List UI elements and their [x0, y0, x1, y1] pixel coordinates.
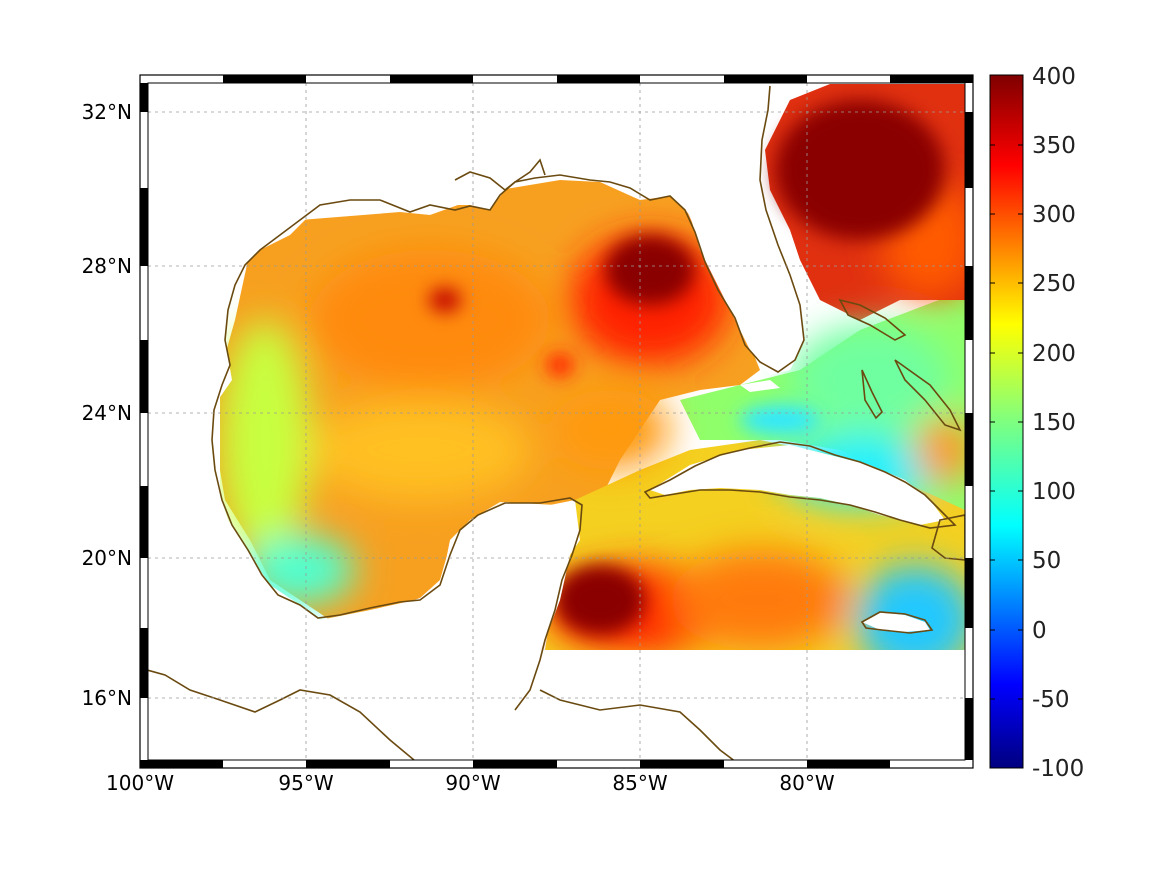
lat-tick-label: 24°N	[82, 401, 132, 425]
colorbar-tick-label: 0	[1032, 618, 1047, 644]
map-frame	[139, 74, 974, 769]
jamaica-coastline	[860, 611, 934, 634]
lon-tick-label: 90°W	[445, 771, 500, 795]
bahamas-green-blob	[790, 325, 950, 435]
central-america-coastline	[148, 669, 416, 760]
colorbar-tick-label: 50	[1032, 548, 1061, 574]
colorbar-tick-label: 350	[1032, 133, 1076, 159]
lon-tick-label: 100°W	[106, 771, 174, 795]
us-gulf-coastline	[211, 85, 805, 711]
lon-tick-label: 80°W	[779, 771, 834, 795]
colorbar-tick-label: 250	[1032, 271, 1076, 297]
gulf-eddy-small-2	[546, 353, 574, 377]
gulf-eddy-small	[429, 288, 461, 312]
coastlines	[148, 85, 965, 760]
windward-orange-blob	[915, 415, 965, 485]
colorbar-ticks	[990, 144, 1023, 700]
lon-tick-labels: 100°W 95°W 90°W 85°W 80°W	[106, 771, 835, 795]
lat-tick-label: 16°N	[82, 686, 132, 710]
colorbar-tick-labels: 400 350 300 250 200 150 100 50 0 -50 -10…	[1032, 64, 1084, 782]
straits-cyan	[740, 405, 820, 435]
lat-tick-label: 28°N	[82, 254, 132, 278]
colorbar-tick-label: -50	[1032, 687, 1070, 713]
honduras-coastline	[539, 689, 735, 760]
heatmap-field	[148, 83, 965, 760]
colorbar-tick-label: 200	[1032, 341, 1076, 367]
lat-tick-label: 20°N	[82, 546, 132, 570]
lat-tick-label: 32°N	[82, 100, 132, 124]
yucatan-channel-blob	[550, 390, 670, 470]
cayman-blob	[670, 550, 850, 650]
colorbar-tick-label: -100	[1032, 756, 1084, 782]
mississippi-delta	[454, 158, 546, 192]
land-mask	[148, 83, 965, 760]
colorbar-tick-label: 150	[1032, 410, 1076, 436]
lon-tick-label: 95°W	[278, 771, 333, 795]
colorbar-tick-label: 300	[1032, 202, 1076, 228]
hispaniola-coastline	[931, 514, 965, 561]
loop-eddy-core	[605, 235, 695, 305]
central-gulf-blob	[310, 250, 550, 390]
lat-tick-labels: 32°N 28°N 24°N 20°N 16°N	[82, 100, 132, 710]
gulfstream-core	[775, 100, 945, 240]
western-shelf-blob	[220, 320, 310, 560]
mid-gulf-yellow-blob	[310, 400, 530, 500]
colorbar-tick-label: 100	[1032, 479, 1076, 505]
lon-tick-label: 85°W	[612, 771, 667, 795]
colorbar-tick-label: 400	[1032, 64, 1076, 90]
bahamas-coastline	[838, 298, 962, 432]
caribbean-core	[555, 565, 645, 635]
colorbar-gradient	[989, 74, 1024, 769]
graticule	[148, 83, 965, 760]
colorbar: 400 350 300 250 200 150 100 50 0 -50 -10…	[989, 64, 1084, 782]
